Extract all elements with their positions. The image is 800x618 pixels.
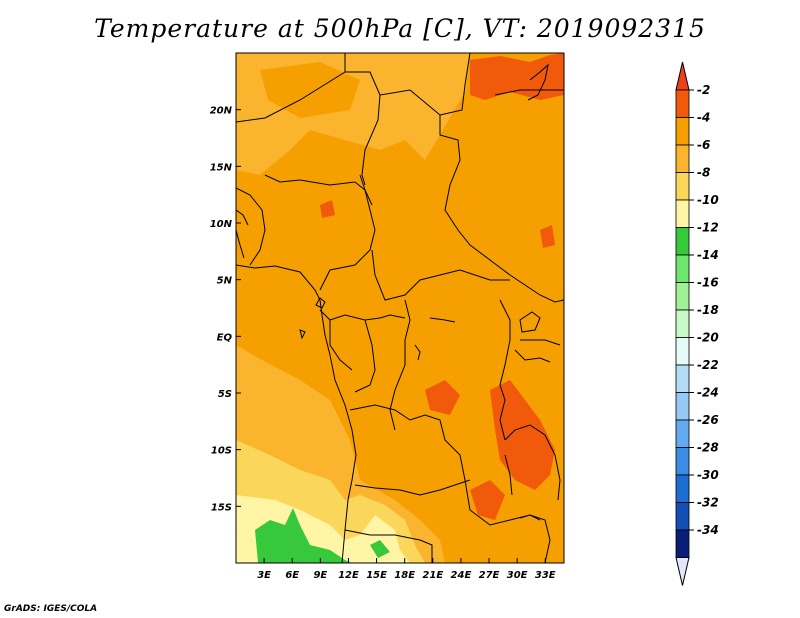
colorbar-label: -18 bbox=[697, 303, 719, 317]
lon-tick-label: 24E bbox=[451, 570, 472, 581]
map-title: Temperature at 500hPa [C], VT: 201909231… bbox=[94, 14, 706, 43]
lon-tick-label: 12E bbox=[338, 570, 359, 581]
lon-tick-label: 18E bbox=[394, 570, 415, 581]
colorbar-bin bbox=[675, 364, 690, 393]
lon-tick-label: 9E bbox=[313, 570, 327, 581]
colorbar-bin bbox=[675, 392, 690, 421]
colorbar-bin bbox=[675, 337, 690, 366]
colorbar-bin bbox=[675, 282, 690, 311]
colorbar-bin bbox=[675, 117, 690, 146]
temperature-field bbox=[236, 53, 564, 563]
colorbar-label: -20 bbox=[697, 331, 719, 345]
lat-tick-label: 10S bbox=[211, 446, 232, 457]
colorbar-label: -16 bbox=[697, 276, 719, 290]
colorbar-bin bbox=[675, 172, 690, 201]
field-band-minus2-small-2 bbox=[540, 225, 555, 248]
field-band-minus2-northeast bbox=[470, 53, 564, 100]
colorbar-label: -32 bbox=[697, 496, 719, 510]
lon-tick-label: 6E bbox=[285, 570, 299, 581]
field-band-minus2-south bbox=[470, 480, 505, 520]
longitude-axis: 3E 6E 9E 12E 15E 18E 21E 24E 27E 30E 33E bbox=[257, 558, 556, 581]
colorbar-label: -10 bbox=[697, 193, 719, 207]
field-band-minus4-north-patch bbox=[260, 62, 360, 118]
lat-tick-label: 5N bbox=[217, 276, 233, 287]
colorbar-bin bbox=[675, 254, 690, 283]
colorbar-label: -30 bbox=[697, 468, 719, 482]
colorbar-label: -8 bbox=[697, 166, 710, 180]
colorbar-bin bbox=[675, 227, 690, 256]
country-borders bbox=[236, 53, 564, 563]
colorbar-bin bbox=[675, 474, 690, 503]
lat-tick-label: EQ bbox=[217, 332, 233, 343]
lat-tick-label: 15N bbox=[210, 162, 233, 173]
colorbar: -2 -4 -6 -8 -10 -12 -14 -16 -18 -20 -22 -24 -26 -28 -3… bbox=[675, 61, 719, 586]
colorbar-bin bbox=[675, 447, 690, 476]
colorbar-top-triangle bbox=[675, 61, 690, 91]
field-band-minus2-east bbox=[490, 380, 555, 490]
field-band-minus2-small bbox=[320, 200, 335, 218]
colorbar-label: -14 bbox=[697, 248, 719, 262]
lat-tick-label: 15S bbox=[211, 502, 232, 513]
lat-tick-label: 10N bbox=[210, 219, 233, 230]
colorbar-label: -12 bbox=[697, 221, 719, 235]
colorbar-bin bbox=[675, 144, 690, 173]
colorbar-label: -34 bbox=[697, 523, 719, 537]
colorbar-bin bbox=[675, 309, 690, 338]
colorbar-bin bbox=[675, 199, 690, 228]
map-frame bbox=[235, 52, 565, 564]
colorbar-bin bbox=[675, 89, 690, 118]
lon-tick-label: 21E bbox=[422, 570, 443, 581]
colorbar-label: -22 bbox=[697, 358, 719, 372]
colorbar-bottom-triangle bbox=[675, 557, 690, 586]
colorbar-label: -28 bbox=[697, 441, 719, 455]
field-band-minus12 bbox=[255, 508, 352, 563]
lon-tick-label: 27E bbox=[479, 570, 500, 581]
field-band-minus12-small bbox=[370, 540, 390, 558]
colorbar-label: -24 bbox=[697, 386, 719, 400]
lon-tick-label: 33E bbox=[535, 570, 556, 581]
colorbar-bin bbox=[675, 529, 690, 558]
lon-tick-label: 30E bbox=[507, 570, 528, 581]
field-band-minus2-central bbox=[425, 380, 460, 415]
grads-credit: GrADS: IGES/COLA bbox=[4, 604, 98, 614]
colorbar-bin bbox=[675, 419, 690, 448]
lon-tick-label: 15E bbox=[366, 570, 387, 581]
colorbar-label: -26 bbox=[697, 413, 719, 427]
latitude-axis: 20N 15N 10N 5N EQ 5S 10S 15S bbox=[210, 106, 241, 513]
lat-tick-label: 5S bbox=[218, 389, 232, 400]
colorbar-label: -6 bbox=[697, 138, 710, 152]
lon-tick-label: 3E bbox=[257, 570, 271, 581]
lat-tick-label: 20N bbox=[210, 106, 233, 117]
colorbar-label: -2 bbox=[697, 83, 710, 97]
colorbar-label: -4 bbox=[697, 111, 710, 125]
colorbar-bin bbox=[675, 502, 690, 531]
